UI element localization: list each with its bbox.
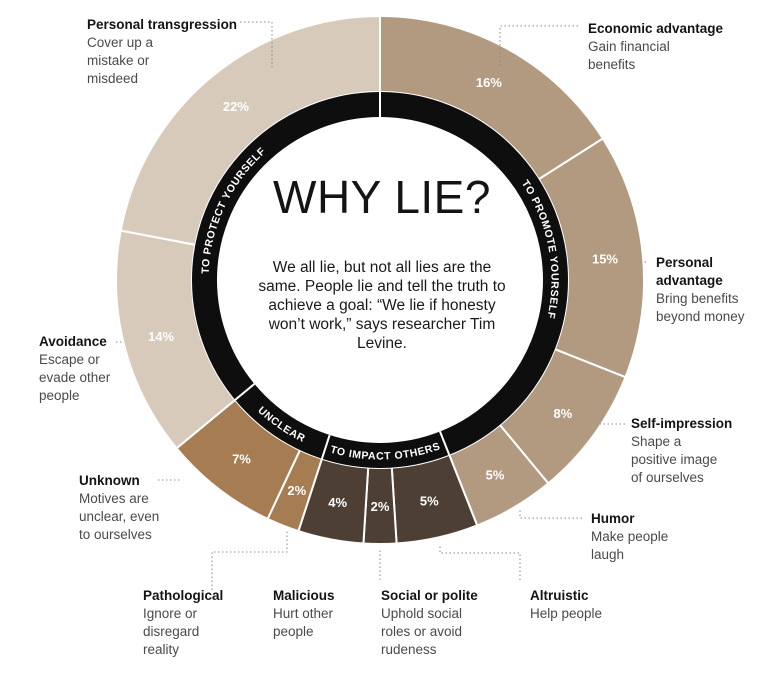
group-separator [320,434,331,460]
slice-value-label: 5% [420,494,439,509]
slices-group: 16% 15% 8% 5% 5% 2% 4% 2% 7% 14% 22% [115,14,645,545]
annotation-title: Self-impression [631,416,733,431]
annotation-desc: Escape or evade other people [39,352,111,403]
slice-value-label: 8% [553,406,572,421]
annotation-desc: Gain financial benefits [588,39,670,72]
leader-lines [116,21,646,590]
annotation-title: Altruistic [530,588,589,603]
slice-value-label: 14% [148,329,174,344]
annotation-desc: Ignore or disregard reality [143,606,200,657]
annotation-title: Avoidance [39,334,107,349]
annotation-desc: Cover up a mistake or misdeed [87,35,154,86]
slice-value-label: 16% [476,75,502,90]
annotation-altruistic: Altruistic Help people [530,587,602,623]
center-description: We all lie, but not all lies are the sam… [258,259,506,352]
annotation-personal-transgression: Personal transgression Cover up a mistak… [87,16,237,88]
annotation-title: Personal advantage [656,255,723,288]
annotation-desc: Bring benefits beyond money [656,291,745,324]
annotation-social-polite: Social or polite Uphold social roles or … [381,587,478,659]
annotation-desc: Shape a positive image of ourselves [631,434,718,485]
slice-value-label: 22% [223,99,249,114]
annotation-desc: Uphold social roles or avoid rudeness [381,606,463,657]
leader-humor [519,510,582,519]
group-separator [439,431,451,456]
annotation-economic-advantage: Economic advantage Gain financial benefi… [588,20,723,74]
annotation-humor: Humor Make people laugh [591,510,668,564]
annotation-desc: Hurt other people [273,606,334,639]
leader-pathological [211,530,288,590]
slice-value-label: 4% [328,495,347,510]
annotation-personal-advantage: Personal advantage Bring benefits beyond… [656,254,782,326]
annotation-title: Malicious [273,588,335,603]
annotation-pathological: Pathological Ignore or disregard reality [143,587,223,659]
annotation-unknown: Unknown Motives are unclear, even to our… [79,472,159,544]
annotation-desc: Help people [530,606,603,621]
annotation-title: Personal transgression [87,17,238,32]
annotation-self-impression: Self-impression Shape a positive image o… [631,415,732,487]
slice-value-label: 5% [486,468,505,483]
slice-value-label: 15% [592,252,618,267]
annotation-title: Social or polite [381,588,478,603]
annotation-desc: Motives are unclear, even to ourselves [79,491,160,542]
slice-value-label: 7% [232,452,251,467]
annotation-desc: Make people laugh [591,529,669,562]
annotation-title: Humor [591,511,635,526]
annotation-title: Unknown [79,473,140,488]
annotation-avoidance: Avoidance Escape or evade other people [39,333,110,405]
chart-title: WHY LIE? [273,171,491,223]
annotation-malicious: Malicious Hurt other people [273,587,335,641]
annotation-title: Pathological [143,588,224,603]
group-separator [234,383,256,401]
annotation-title: Economic advantage [588,21,724,36]
slice-value-label: 2% [371,499,390,514]
leader-altruistic [439,545,521,580]
leader-personal-transgression [240,21,273,70]
slice-value-label: 2% [287,483,306,498]
